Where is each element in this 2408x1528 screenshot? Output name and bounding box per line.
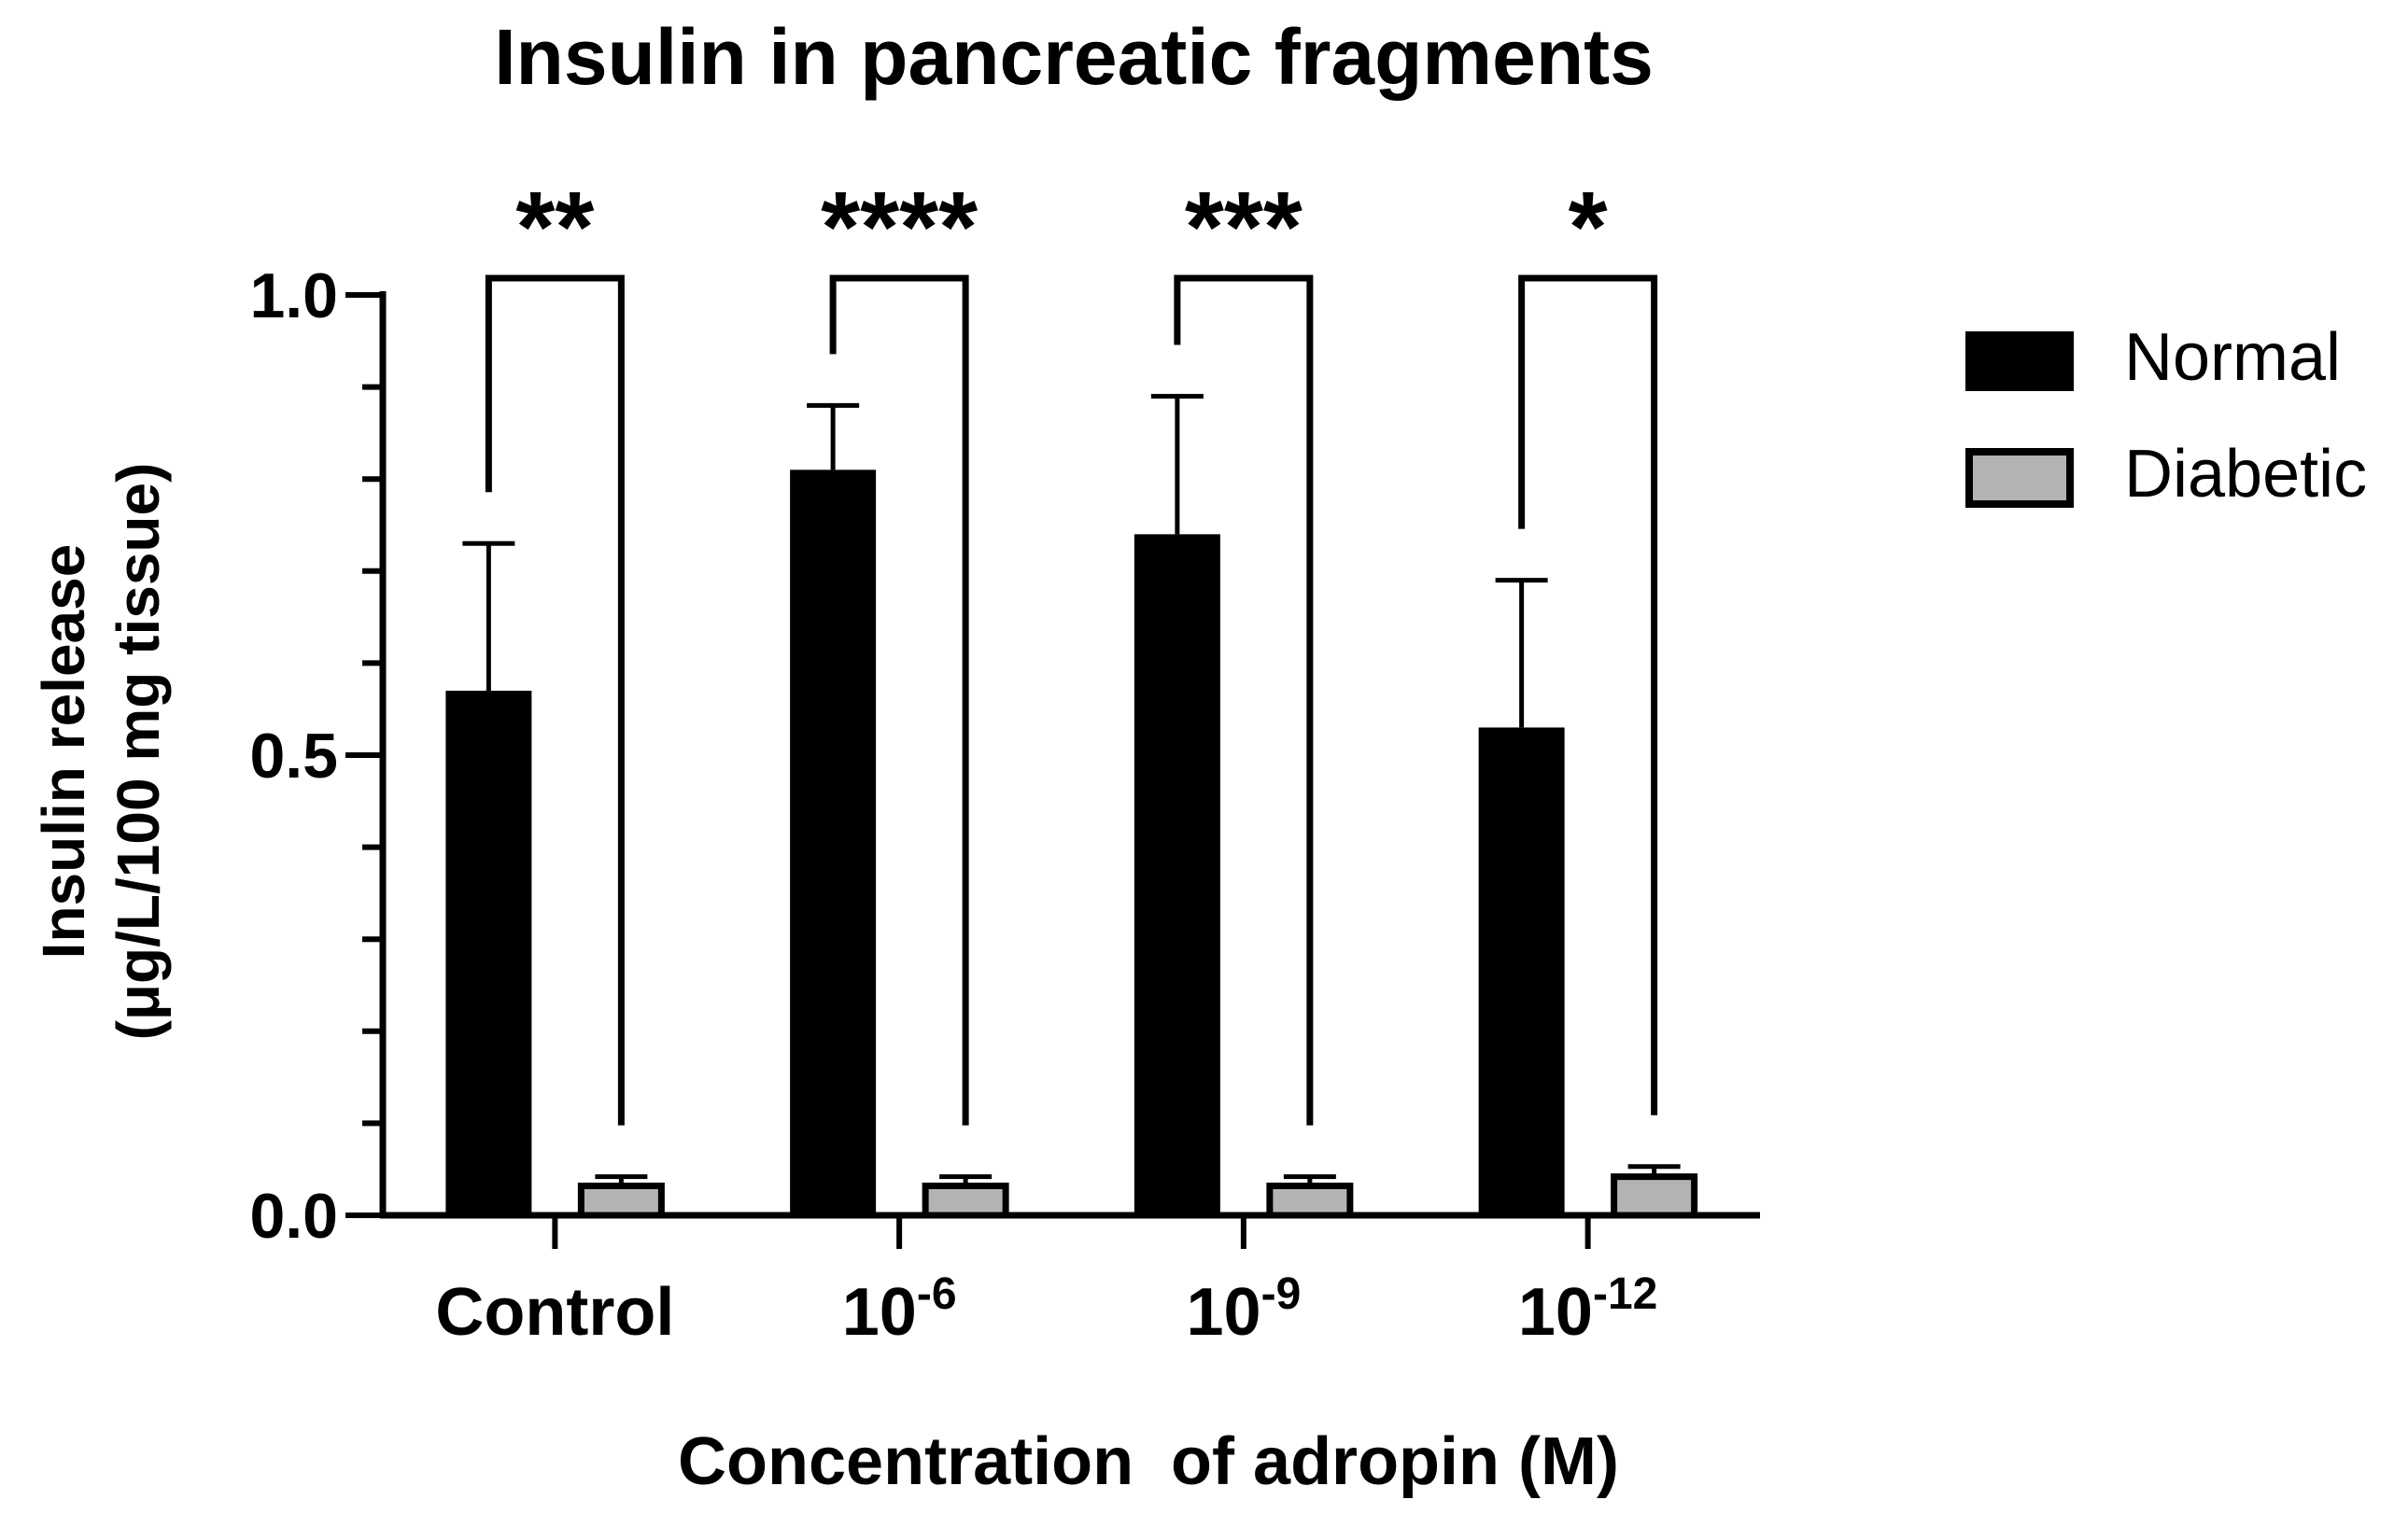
significance-bracket [1518,274,1658,1115]
plot-area: 0.0 0.5 1.0 Control ** 10-6 **** 10-9 *** 10-12 * [249,170,1760,1350]
x-tick-label: 10-9 [1186,1269,1301,1350]
y-axis-label: Insulin release (μg/L/100 mg tissue) [30,463,172,1041]
y-tick-label: 0.0 [249,1181,338,1252]
significance-bracket [1174,274,1314,1126]
legend-swatch-diabetic [1965,448,2074,508]
legend-label: Diabetic [2124,437,2367,512]
x-tick-label: Control [435,1275,674,1350]
y-axis-label-line-1: Insulin release [30,544,97,960]
significance-label: *** [1185,170,1303,283]
bar-diabetic [1266,1182,1354,1219]
significance-bracket [485,274,625,1126]
legend: Normal Diabetic [1965,320,2367,512]
y-tick-label: 0.5 [249,721,338,792]
significance-label: * [1569,170,1608,283]
legend-swatch-normal [1965,331,2074,391]
bar-normal [1478,727,1565,1215]
significance-label: **** [821,170,978,283]
legend-label: Normal [2124,320,2341,395]
significance-label: ** [515,170,594,283]
bar-diabetic [577,1182,665,1219]
y-axis-label-line-2: (μg/L/100 mg tissue) [105,463,172,1041]
y-tick-label: 1.0 [249,260,338,331]
bar-diabetic [922,1182,1009,1219]
bar-normal [1134,534,1220,1215]
x-tick-label: 10-6 [842,1269,957,1350]
significance-bracket [829,274,969,1126]
bar-normal [790,470,877,1216]
x-axis-label: Concentration of adropin (M) [678,1424,1619,1499]
bar-normal [445,690,532,1215]
chart-title: Insulin in pancreatic fragments [494,13,1654,101]
bar-diabetic [1611,1173,1698,1219]
x-tick-label: 10-12 [1518,1269,1657,1350]
